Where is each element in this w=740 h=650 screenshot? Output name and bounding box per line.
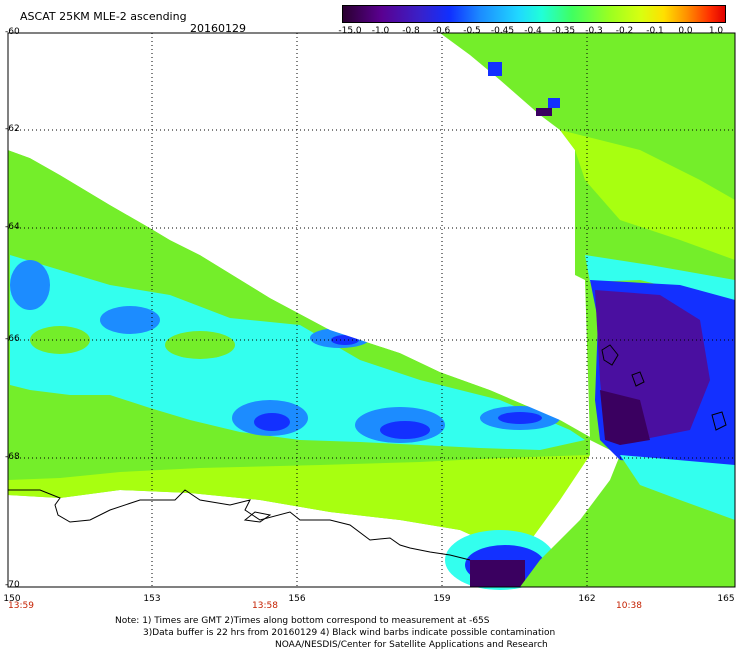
map-date: 20160129 [190, 22, 246, 35]
colorbar [342, 5, 726, 23]
time-label: 13:58 [252, 601, 278, 611]
time-label: 10:38 [616, 601, 642, 611]
colorbar-tick-label: -0.4 [524, 26, 542, 36]
x-tick-label: 156 [288, 594, 306, 604]
y-tick-label: -70 [5, 580, 20, 590]
colorbar-tick-label: -0.1 [646, 26, 664, 36]
colorbar-tick-label: -0.8 [402, 26, 420, 36]
colorbar-tick-label: -0.5 [463, 26, 481, 36]
colorbar-tick-label: -0.6 [432, 26, 451, 36]
x-tick-label: 165 [717, 594, 735, 604]
colorbar-tick-label: -0.35 [551, 26, 576, 36]
colorbar-tick-label: 1.0 [708, 26, 724, 36]
grid-lines [8, 33, 735, 587]
note-line-1: Note: 1) Times are GMT 2)Times along bot… [115, 616, 490, 626]
colorbar-tick-label: -0.3 [585, 26, 603, 36]
colorbar-tick-label: 0.0 [678, 26, 693, 36]
west-swath [0, 33, 600, 590]
x-tick-label: 162 [578, 594, 596, 604]
colorbar-tick-label: -1.0 [371, 26, 390, 36]
y-tick-label: -60 [5, 27, 20, 37]
map-title: ASCAT 25KM MLE-2 ascending [20, 10, 187, 23]
y-tick-label: -64 [5, 222, 20, 232]
y-tick-label: -68 [5, 452, 20, 462]
contamination-contours [601, 344, 727, 431]
y-tick-label: -66 [5, 334, 20, 344]
time-label: 13:59 [8, 601, 34, 611]
plot-frame [7, 32, 736, 588]
coastline [8, 489, 471, 561]
coast-island [243, 511, 272, 523]
note-line-2: 3)Data buffer is 22 hrs from 20160129 4)… [143, 628, 556, 638]
colorbar-tick-label: -0.2 [615, 26, 634, 36]
y-tick-label: -62 [5, 124, 20, 134]
colorbar-tick-label: -15.0 [338, 26, 362, 36]
x-tick-label: 153 [143, 594, 161, 604]
colorbar-tick-label: -0.45 [490, 26, 515, 36]
x-tick-label: 159 [433, 594, 451, 604]
note-line-3: NOAA/NESDIS/Center for Satellite Applica… [275, 640, 548, 650]
x-tick-label: 150 [3, 594, 21, 604]
